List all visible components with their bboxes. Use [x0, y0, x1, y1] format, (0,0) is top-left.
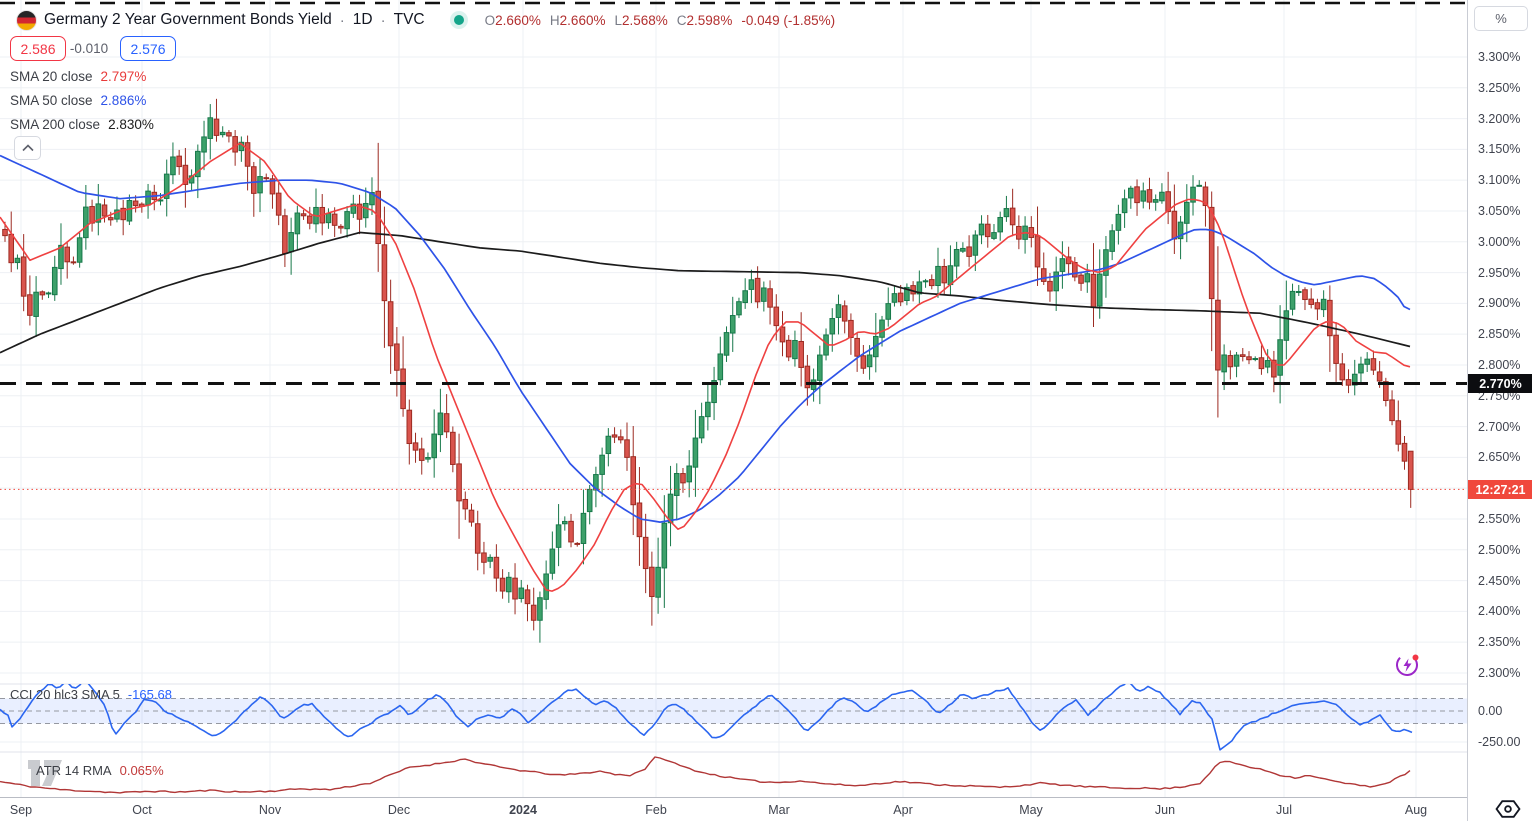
- quote-row: 2.586 -0.010 2.576: [10, 36, 176, 61]
- vertical-gridlines: [20, 0, 1417, 797]
- tradingview-watermark-logo: [28, 760, 62, 786]
- price-tick: 3.050%: [1478, 203, 1521, 218]
- month-label: Jul: [1276, 803, 1292, 817]
- high-value: 2.660%: [559, 12, 606, 28]
- low-value: 2.568%: [621, 12, 668, 28]
- price-tick: 2.350%: [1478, 635, 1521, 650]
- lightning-alert-button[interactable]: [1394, 651, 1422, 679]
- time-axis[interactable]: Sep Oct Nov Dec 2024 Feb Mar Apr May Jun Jul Aug: [0, 797, 1467, 821]
- price-tick: 2.900%: [1478, 296, 1521, 311]
- candlestick-series: [2, 98, 1414, 643]
- dot-icon: [1504, 805, 1512, 813]
- atr-line: [0, 756, 1411, 794]
- month-label: Dec: [387, 803, 411, 817]
- cci-label[interactable]: CCI 20 hlc3 SMA 5: [10, 687, 120, 702]
- cci-tick: -250.00: [1478, 735, 1521, 749]
- month-label: Aug: [1404, 803, 1428, 817]
- month-label: May: [1019, 803, 1043, 817]
- sma-legend-row[interactable]: SMA 200 close 2.830%: [10, 112, 154, 136]
- sma-overlays: [0, 142, 1411, 592]
- cci-legend: CCI 20 hlc3 SMA 5 -165.68: [10, 687, 172, 702]
- title-separator: ·: [339, 11, 345, 29]
- sma200-line: [0, 231, 1411, 354]
- atr-value: 0.065%: [119, 763, 164, 778]
- title-separator: ·: [380, 11, 386, 29]
- price-tick: 2.650%: [1478, 450, 1521, 465]
- month-label: Mar: [768, 803, 790, 817]
- price-axis[interactable]: % 2.770% 12:27:21 3.300% 3.250% 3.200% 3.15…: [1467, 0, 1532, 821]
- sma-legend-row[interactable]: SMA 20 close 2.797%: [10, 64, 154, 88]
- ohlc-legend: O2.660% H2.660% L2.568% C2.598% -0.049 (…: [484, 12, 836, 28]
- spread-value: -0.010: [69, 41, 109, 56]
- sma-legend-value: 2.797%: [100, 68, 147, 84]
- sma-legend-name: SMA 20 close: [10, 68, 93, 84]
- symbol-title[interactable]: Germany 2 Year Government Bonds Yield: [44, 11, 332, 28]
- price-tick: 2.850%: [1478, 327, 1521, 342]
- sma-legend-row[interactable]: SMA 50 close 2.886%: [10, 88, 154, 112]
- time-axis-settings-button[interactable]: [1490, 799, 1526, 819]
- notification-dot: [1412, 654, 1419, 661]
- sell-button[interactable]: 2.586: [10, 36, 66, 61]
- sma50-line: [0, 154, 1411, 523]
- chevron-up-icon: [21, 144, 34, 152]
- month-label: Apr: [893, 803, 913, 817]
- month-label: Nov: [258, 803, 282, 817]
- cci-value: -165.68: [127, 687, 172, 702]
- sma-legend-value: 2.830%: [108, 116, 154, 132]
- cci-line: [0, 684, 1413, 751]
- month-label: Feb: [645, 803, 667, 817]
- cci-band: [0, 698, 1467, 743]
- buy-button[interactable]: 2.576: [120, 36, 176, 61]
- month-label: Sep: [9, 803, 33, 817]
- open-value: 2.660%: [495, 12, 541, 28]
- price-tick: 3.100%: [1478, 173, 1521, 188]
- month-label: Oct: [132, 803, 152, 817]
- price-tick: 2.950%: [1478, 265, 1521, 280]
- price-tick: 3.000%: [1478, 234, 1521, 249]
- sma20-line: [0, 142, 1411, 592]
- price-tick: 2.400%: [1478, 604, 1521, 619]
- close-value: 2.598%: [686, 12, 733, 28]
- price-tick: 3.300%: [1478, 49, 1521, 64]
- countdown-badge: 12:27:21: [1468, 480, 1532, 500]
- market-status-icon[interactable]: [453, 15, 464, 25]
- chart-canvas[interactable]: [0, 0, 1467, 797]
- price-tick: 2.700%: [1478, 419, 1521, 434]
- indicator-legend: SMA 20 close 2.797% SMA 50 close 2.886% SMA …: [10, 64, 154, 136]
- bolt-icon: [1403, 658, 1412, 672]
- price-tick: 3.200%: [1478, 111, 1521, 126]
- price-tick: 3.250%: [1478, 80, 1521, 95]
- change-value: -0.049 (-1.85%): [741, 12, 836, 28]
- support-price-badge: 2.770%: [1468, 374, 1532, 394]
- price-tick: 3.150%: [1478, 142, 1521, 157]
- percent-scale-button[interactable]: %: [1474, 6, 1528, 31]
- month-label: 2024: [509, 803, 537, 817]
- price-tick: 2.450%: [1478, 573, 1521, 588]
- chart-header: Germany 2 Year Government Bonds Yield · …: [16, 8, 835, 32]
- germany-flag-icon: [16, 9, 37, 31]
- exchange-label: TVC: [393, 11, 425, 28]
- sma-legend-name: SMA 50 close: [10, 92, 93, 108]
- price-tick: 2.500%: [1478, 542, 1521, 557]
- sma-legend-name: SMA 200 close: [10, 116, 101, 132]
- horizontal-gridlines: [0, 56, 1467, 674]
- atr-legend: ATR 14 RMA 0.065%: [36, 763, 164, 778]
- sma-legend-value: 2.886%: [100, 92, 147, 108]
- collapse-legend-button[interactable]: [14, 136, 41, 160]
- interval-label[interactable]: 1D: [352, 11, 373, 28]
- price-tick: 2.300%: [1478, 665, 1521, 680]
- atr-label[interactable]: ATR 14 RMA: [36, 763, 112, 778]
- price-tick: 2.550%: [1478, 511, 1521, 526]
- month-label: Jun: [1154, 803, 1176, 817]
- price-tick: 2.800%: [1478, 357, 1521, 372]
- cci-tick: 0.00: [1478, 704, 1503, 718]
